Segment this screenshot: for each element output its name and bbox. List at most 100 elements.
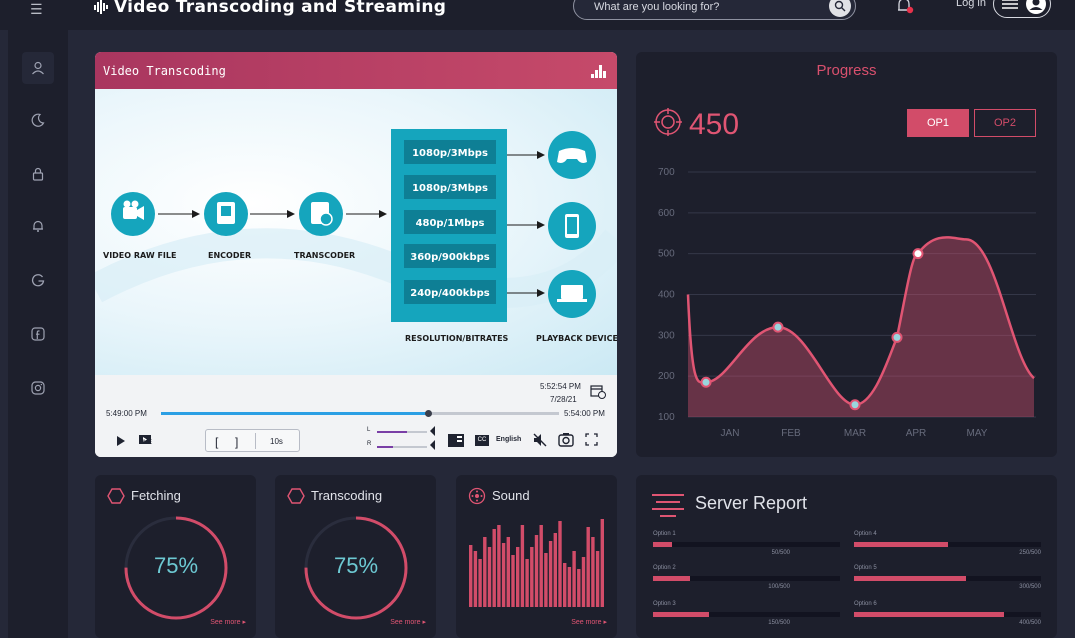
resolution-label: 480p/1Mbps — [416, 218, 485, 229]
book-icon[interactable] — [448, 434, 464, 447]
left-channel-meter[interactable] — [377, 431, 427, 433]
data-point[interactable] — [772, 321, 784, 333]
sound-bar — [497, 525, 501, 607]
sidebar-item-user[interactable] — [22, 52, 54, 84]
video-controls: 5:52:54 PM 7/28/21 5:49:00 PM 5:54:00 PM… — [95, 375, 617, 457]
seek-handle[interactable] — [424, 410, 432, 417]
search-button[interactable] — [829, 0, 851, 17]
login-link[interactable]: Log in — [956, 0, 986, 9]
sidebar-item-theme[interactable] — [22, 104, 54, 136]
option-2-button[interactable]: OP2 — [974, 109, 1036, 137]
fetching-card: Fetching 75% See more ▸ — [95, 475, 256, 638]
y-tick-label: 700 — [658, 167, 675, 178]
language-selector[interactable]: English — [496, 436, 522, 443]
skip-button[interactable]: 10s — [270, 437, 283, 446]
search-icon — [834, 0, 846, 12]
data-point[interactable] — [912, 248, 924, 260]
data-point[interactable] — [891, 331, 903, 343]
y-tick-label: 400 — [658, 290, 675, 301]
divider — [255, 433, 256, 449]
y-tick-label: 500 — [658, 249, 675, 260]
hexagon-icon — [287, 488, 305, 504]
clip-end-button[interactable]: ] — [235, 435, 239, 449]
right-channel-meter[interactable] — [377, 446, 427, 448]
hexagon-icon — [107, 488, 125, 504]
sound-bar — [478, 559, 482, 607]
current-time: 5:52:54 PM — [540, 382, 581, 391]
option-1-button[interactable]: OP1 — [907, 109, 969, 137]
see-more-link[interactable]: See more ▸ — [390, 619, 426, 626]
sound-bar — [520, 525, 525, 607]
clip-controls: [ ] 10s — [205, 429, 300, 452]
lock-icon — [32, 167, 44, 181]
sound-bar — [530, 547, 534, 607]
progress-ring-fill — [304, 516, 408, 620]
see-more-link[interactable]: See more ▸ — [210, 619, 246, 626]
see-more-link[interactable]: See more ▸ — [571, 619, 607, 626]
option-label: Option 1 — [653, 531, 676, 537]
x-tick-label: MAY — [967, 428, 988, 439]
progress-title: Progress — [816, 62, 877, 79]
data-point[interactable] — [849, 399, 861, 411]
option-value: 300/500 — [1019, 584, 1041, 590]
data-point[interactable] — [700, 376, 712, 388]
notification-bell-icon[interactable] — [895, 0, 915, 14]
progress-percent: 75% — [153, 553, 199, 578]
mute-icon[interactable] — [533, 433, 547, 447]
play-icon[interactable] — [116, 435, 126, 447]
x-tick-label: APR — [906, 428, 927, 439]
fullscreen-icon[interactable] — [585, 433, 598, 446]
volume-arrows-icon — [430, 426, 435, 450]
sound-bar — [534, 535, 539, 607]
bar-chart-icon[interactable] — [591, 64, 607, 78]
option-label: Option 5 — [854, 565, 877, 571]
camera-icon[interactable] — [558, 432, 574, 448]
option-label: Option 3 — [653, 601, 676, 607]
option-progress-fill — [653, 576, 691, 581]
sidebar-item-notifications[interactable] — [22, 210, 54, 242]
video-player-panel: Video Transcoding — [95, 52, 617, 457]
sound-icon — [468, 487, 486, 505]
sound-bar — [511, 555, 515, 607]
clip-start-button[interactable]: [ — [215, 435, 219, 449]
live-button[interactable]: LIVE — [139, 430, 153, 450]
devices-caption: PLAYBACK DEVICES — [536, 334, 617, 343]
sound-bar — [595, 551, 600, 607]
transcoder-node — [299, 192, 343, 236]
menu-icon[interactable]: ☰ — [30, 2, 43, 18]
stage-label-encoder: ENCODER — [208, 251, 251, 260]
user-icon — [32, 61, 44, 75]
sidebar-item-facebook[interactable] — [22, 318, 54, 350]
sidebar-item-lock[interactable] — [22, 158, 54, 190]
diagram-svg: VIDEO RAW FILE ENCODER TRANSCODER 1080p/… — [95, 129, 617, 343]
sound-bar — [492, 529, 496, 607]
option-label: Option 6 — [854, 601, 877, 607]
area-fill — [688, 237, 1034, 417]
left-channel-label: L — [367, 427, 371, 433]
option-progress-fill — [653, 612, 710, 617]
live-label: LIVE — [139, 440, 153, 446]
transcoding-diagram: VIDEO RAW FILE ENCODER TRANSCODER 1080p/… — [95, 89, 617, 375]
resolution-label: 1080p/3Mbps — [412, 183, 488, 194]
calendar-clock-icon[interactable] — [590, 383, 606, 399]
moon-icon — [31, 113, 45, 127]
target-icon — [654, 108, 682, 136]
sound-bar — [586, 527, 590, 607]
seek-bar[interactable] — [161, 410, 559, 417]
progress-value: 450 — [689, 108, 740, 141]
option-label: Option 2 — [653, 565, 676, 571]
option-progress-bar — [854, 576, 1041, 581]
sidebar-item-google[interactable] — [22, 264, 54, 296]
option-label: Option 4 — [854, 531, 877, 537]
search-input[interactable] — [594, 1, 814, 13]
sidebar-item-instagram[interactable] — [22, 372, 54, 404]
captions-button[interactable]: CC — [475, 435, 489, 446]
stage-label-raw: VIDEO RAW FILE — [103, 251, 176, 260]
y-tick-label: 300 — [658, 330, 675, 341]
sound-card: Sound See more ▸ — [456, 475, 617, 638]
y-tick-label: 200 — [658, 371, 675, 382]
x-tick-label: FEB — [781, 428, 801, 439]
account-menu-button[interactable] — [993, 0, 1051, 18]
option-progress-fill — [653, 542, 672, 547]
x-tick-label: MAR — [844, 428, 866, 439]
